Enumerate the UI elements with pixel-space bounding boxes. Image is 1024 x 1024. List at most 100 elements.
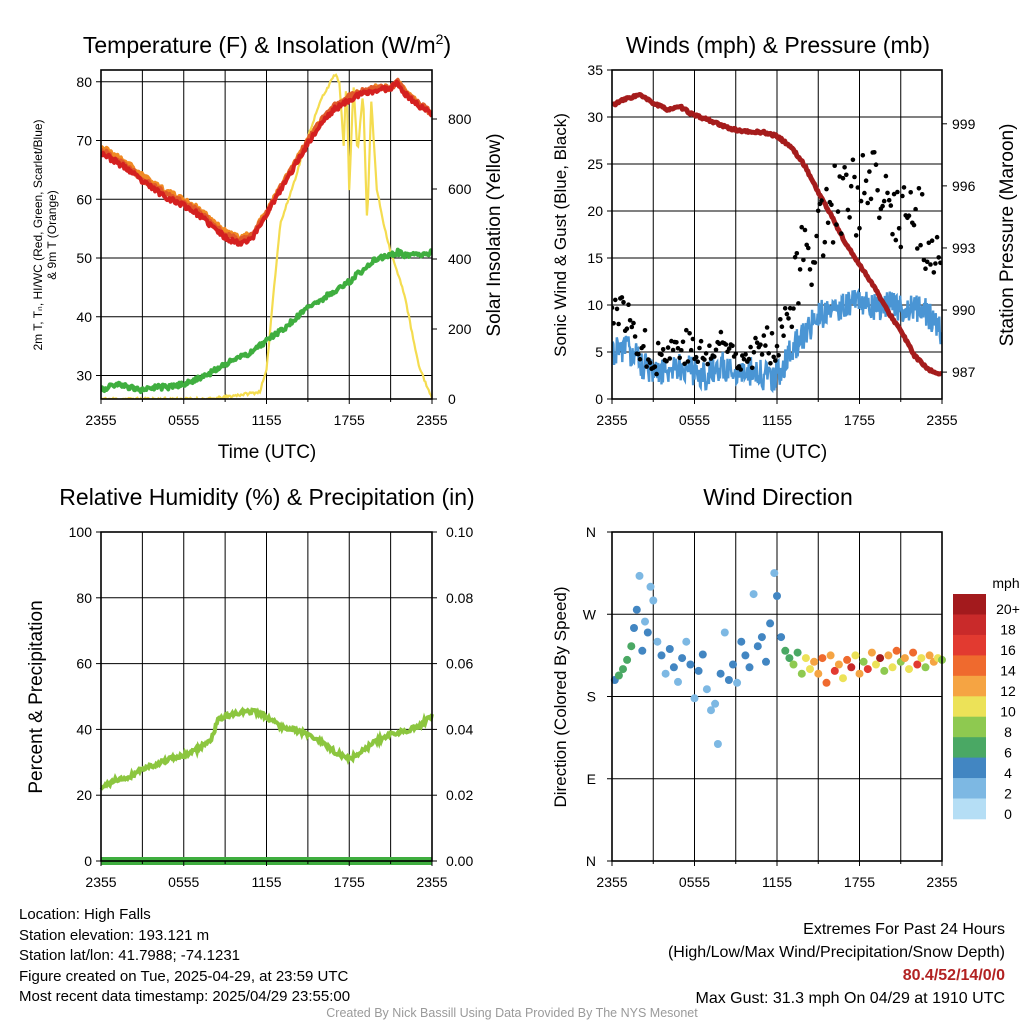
direction-point xyxy=(686,660,695,669)
panel-title: Winds (mph) & Pressure (mb) xyxy=(626,32,930,58)
colorbar-label: 10 xyxy=(1000,704,1016,720)
x-axis-label: Time (UTC) xyxy=(729,442,828,463)
y-tick-label: N xyxy=(586,853,596,869)
gust-point xyxy=(857,225,862,231)
direction-point xyxy=(753,642,762,651)
direction-point xyxy=(863,665,872,674)
y2-tick-label: 996 xyxy=(952,178,976,194)
direction-point xyxy=(770,569,779,578)
gust-point xyxy=(773,358,778,363)
gust-point xyxy=(781,333,786,339)
direction-point xyxy=(797,669,806,678)
y-tick-label: W xyxy=(583,606,597,622)
y2-tick-label: 600 xyxy=(448,181,472,197)
gust-point xyxy=(754,340,760,346)
x-tick-label: 2355 xyxy=(596,874,627,890)
gust-point xyxy=(915,246,920,251)
panel-title: Relative Humidity (%) & Precipitation (i… xyxy=(59,484,474,510)
gust-point xyxy=(632,334,638,339)
gust-point xyxy=(913,206,918,212)
colorbar-title: mph xyxy=(992,575,1019,591)
direction-point xyxy=(925,651,934,660)
y-tick-label: 25 xyxy=(587,156,603,172)
direction-point xyxy=(872,660,880,669)
y-tick-label: N xyxy=(586,524,596,540)
gust-point xyxy=(723,342,729,347)
direction-point xyxy=(646,582,655,591)
panel-title: Wind Direction xyxy=(703,484,853,510)
gust-point xyxy=(771,354,776,360)
direction-point xyxy=(822,678,831,687)
gust-point xyxy=(764,325,770,330)
gust-point xyxy=(644,364,649,369)
gust-point xyxy=(809,282,814,288)
y-tick-label: 35 xyxy=(587,62,603,78)
direction-point xyxy=(867,648,876,657)
gust-point xyxy=(677,355,682,361)
direction-point xyxy=(876,654,885,663)
gust-point xyxy=(850,157,856,163)
gust-point xyxy=(901,185,907,190)
y2-tick-label: 0.02 xyxy=(446,787,473,803)
direction-point xyxy=(773,592,781,600)
panel-title: Temperature (F) & Insolation (W/m2) xyxy=(83,31,451,58)
gust-point xyxy=(659,352,664,358)
temperature-line-2 xyxy=(101,79,432,247)
gust-point xyxy=(918,242,923,248)
gust-point xyxy=(890,231,895,237)
series-group xyxy=(612,92,942,394)
direction-point xyxy=(665,645,674,653)
gust-point xyxy=(613,297,618,303)
gust-point xyxy=(789,324,795,330)
colorbar-swatch xyxy=(953,655,986,677)
direction-point xyxy=(674,677,682,686)
gust-point xyxy=(898,244,904,250)
gust-point xyxy=(852,174,857,180)
direction-point xyxy=(716,669,725,678)
x-tick-label: 1155 xyxy=(251,874,281,890)
colorbar-swatch xyxy=(953,614,986,636)
colorbar-label: 12 xyxy=(1000,683,1016,699)
direction-point xyxy=(913,660,922,669)
gust-point xyxy=(695,359,701,365)
gust-point xyxy=(759,352,765,357)
x-tick-label: 2355 xyxy=(416,874,447,890)
direction-point xyxy=(777,633,786,642)
gust-point xyxy=(682,361,687,367)
y2-tick-label: 0.00 xyxy=(446,853,473,869)
direction-point xyxy=(757,633,766,642)
y-axis-label: Direction (Colored By Speed) xyxy=(551,586,570,807)
gust-point xyxy=(698,338,704,344)
y-tick-label: 20 xyxy=(76,787,92,803)
credit-text: Created By Nick Bassill Using Data Provi… xyxy=(326,1006,698,1020)
gust-point xyxy=(936,255,941,260)
x-tick-label: 0555 xyxy=(679,874,710,890)
direction-point xyxy=(826,651,835,660)
direction-point xyxy=(649,596,658,605)
gust-point xyxy=(654,371,659,377)
colorbar-label: 16 xyxy=(1000,642,1016,658)
colorbar-label: 18 xyxy=(1000,622,1016,638)
x-tick-label: 1155 xyxy=(762,412,792,428)
gust-point xyxy=(746,356,752,362)
direction-point xyxy=(690,694,699,703)
humidity-line xyxy=(99,706,434,791)
y-axis-label-line1: 2m T, Tₙ, HI/WC (Red, Green, Scarlet/Blu… xyxy=(31,119,45,350)
x-tick-label: 2355 xyxy=(416,412,447,428)
colorbar-label: 8 xyxy=(1004,724,1012,740)
y-tick-label: 30 xyxy=(587,109,603,125)
direction-point xyxy=(707,706,715,715)
y-tick-label: S xyxy=(587,689,596,705)
direction-point xyxy=(884,651,893,660)
gust-point xyxy=(642,328,648,333)
gust-point xyxy=(684,327,689,333)
direction-point xyxy=(702,685,711,694)
gust-point xyxy=(926,240,932,246)
direction-point xyxy=(880,666,889,675)
direction-point xyxy=(814,669,823,678)
y-tick-label: 10 xyxy=(587,297,603,313)
direction-point xyxy=(834,660,843,669)
gust-point xyxy=(862,190,867,196)
colorbar: mph 20+ 18 16 14 12 10 8 6 4 2 0 xyxy=(953,575,1020,822)
